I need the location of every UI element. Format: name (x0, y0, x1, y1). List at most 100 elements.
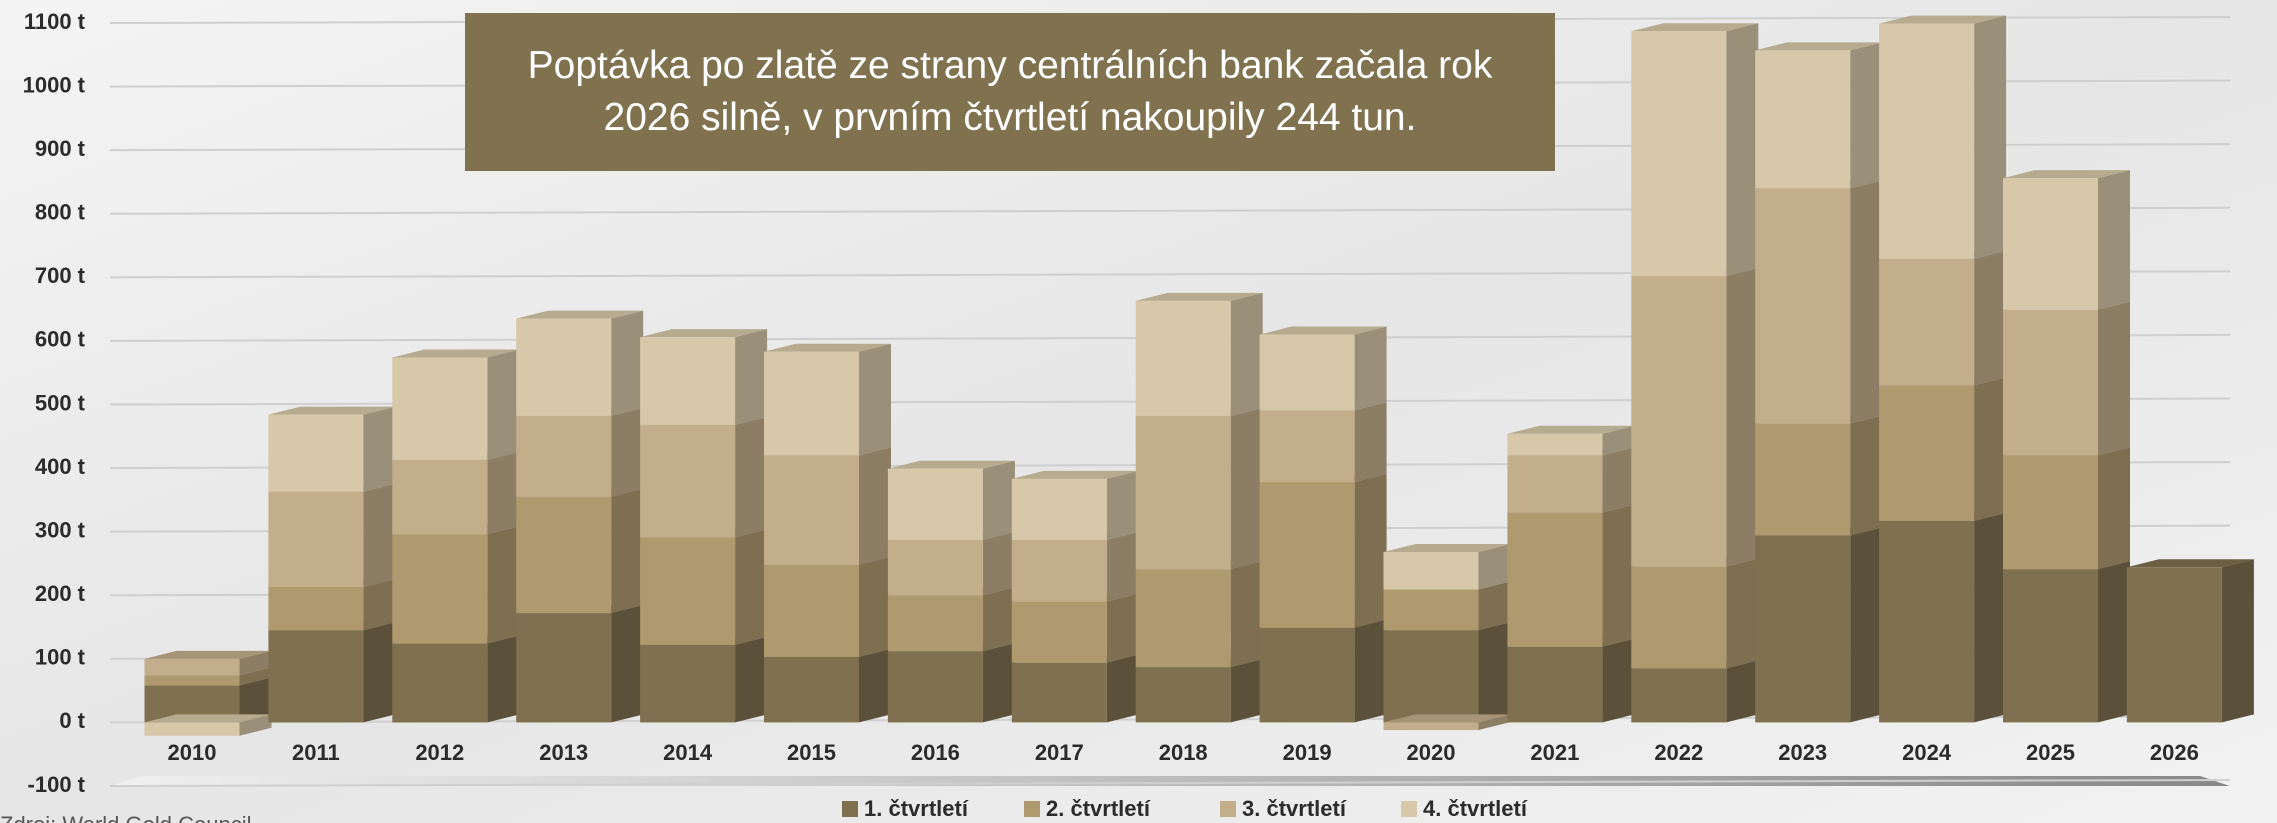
y-tick-label: 1000 t (23, 72, 86, 97)
bar (2126, 567, 2222, 723)
bar (1135, 667, 1231, 723)
bar-side (982, 460, 1015, 540)
bar (1259, 482, 1355, 628)
bar-side (1602, 425, 1635, 456)
bar-side (363, 622, 396, 723)
bar-side (487, 349, 520, 460)
y-tick-label: 400 t (35, 454, 86, 479)
bar (392, 643, 488, 723)
x-tick-label: 2014 (663, 740, 713, 765)
bar-top (1755, 42, 1883, 51)
y-tick-label: 0 t (59, 708, 85, 733)
bar (2003, 178, 2098, 310)
bar-side (1354, 474, 1387, 628)
bar (1259, 334, 1355, 411)
legend-swatch (1220, 801, 1236, 817)
x-tick-label: 2022 (1654, 740, 1703, 765)
bar-side (1602, 638, 1635, 723)
bar-side (1230, 292, 1263, 416)
y-tick-label: 800 t (35, 200, 86, 225)
bar-side (487, 451, 520, 535)
bar (1383, 589, 1479, 631)
bar-side (239, 677, 272, 723)
bar (887, 595, 983, 652)
bar-side (487, 635, 520, 723)
bar (2003, 309, 2098, 456)
bar (1631, 566, 1727, 669)
bar (144, 722, 240, 736)
bar-side (1974, 512, 2007, 723)
bar-side (611, 605, 644, 723)
legend-swatch (1401, 801, 1417, 817)
bar (1507, 433, 1603, 456)
bar-side (1106, 531, 1139, 602)
bar-side (735, 329, 768, 425)
x-tick-label: 2012 (415, 740, 464, 765)
bar-side (859, 648, 891, 723)
bar (640, 424, 736, 538)
bar-side (611, 407, 644, 497)
chart-title: Poptávka po zlatě ze strany centrálních … (465, 13, 1555, 171)
bar-top (1879, 15, 2007, 24)
bar (1755, 423, 1851, 536)
bar (1879, 385, 1975, 521)
source-note: Zdroj: World Gold Council (0, 812, 251, 823)
bar (1755, 535, 1851, 723)
bar (1507, 646, 1603, 723)
bar-top (1259, 326, 1387, 335)
bar-top (764, 343, 891, 352)
bar-top (1383, 714, 1511, 723)
x-tick-label: 2020 (1407, 740, 1456, 765)
bar (2003, 455, 2098, 570)
bar-side (611, 488, 644, 614)
bar-top (1383, 544, 1511, 553)
bar-side (859, 556, 891, 657)
bar-side (2098, 170, 2130, 310)
bar (1879, 520, 1975, 723)
bar-side (1850, 527, 1883, 723)
bar (1011, 539, 1107, 602)
legend-label: 2. čtvrtletí (1046, 796, 1151, 821)
bar-side (239, 667, 272, 686)
bar (1383, 722, 1479, 731)
x-tick-label: 2016 (911, 740, 960, 765)
bar (1135, 569, 1231, 668)
bar-top (1135, 292, 1263, 301)
bar (516, 613, 612, 723)
legend-label: 3. čtvrtletí (1242, 796, 1347, 821)
bar-side (1478, 622, 1511, 723)
bar (268, 414, 364, 492)
bar (1011, 601, 1107, 663)
bar-side (1974, 15, 2007, 259)
x-tick-label: 2026 (2150, 740, 2199, 765)
bar-side (1602, 504, 1635, 647)
y-tick-label: -100 t (28, 772, 86, 797)
bar-side (1230, 659, 1263, 723)
bar-side (1974, 377, 2007, 521)
x-tick-label: 2025 (2026, 740, 2075, 765)
y-tick-label: 300 t (35, 517, 86, 542)
bar (144, 658, 240, 676)
bar-side (239, 650, 272, 676)
bar-side (363, 406, 396, 492)
bar-top (144, 650, 272, 659)
bar (268, 586, 364, 631)
bar (2003, 569, 2098, 723)
bar (392, 534, 488, 644)
bar (887, 651, 983, 723)
bar (268, 491, 364, 587)
bar-side (1478, 581, 1511, 631)
y-tick-label: 100 t (35, 645, 86, 670)
bar-side (1726, 23, 1759, 277)
bar-side (239, 714, 272, 736)
legend-label: 1. čtvrtletí (864, 796, 969, 821)
bar-top (1507, 425, 1635, 434)
bar (1383, 552, 1479, 590)
bar-side (859, 447, 891, 565)
bar (887, 468, 983, 540)
y-tick-label: 600 t (35, 327, 86, 352)
bar-side (363, 578, 396, 631)
bar (516, 496, 612, 614)
bar (1507, 512, 1603, 647)
